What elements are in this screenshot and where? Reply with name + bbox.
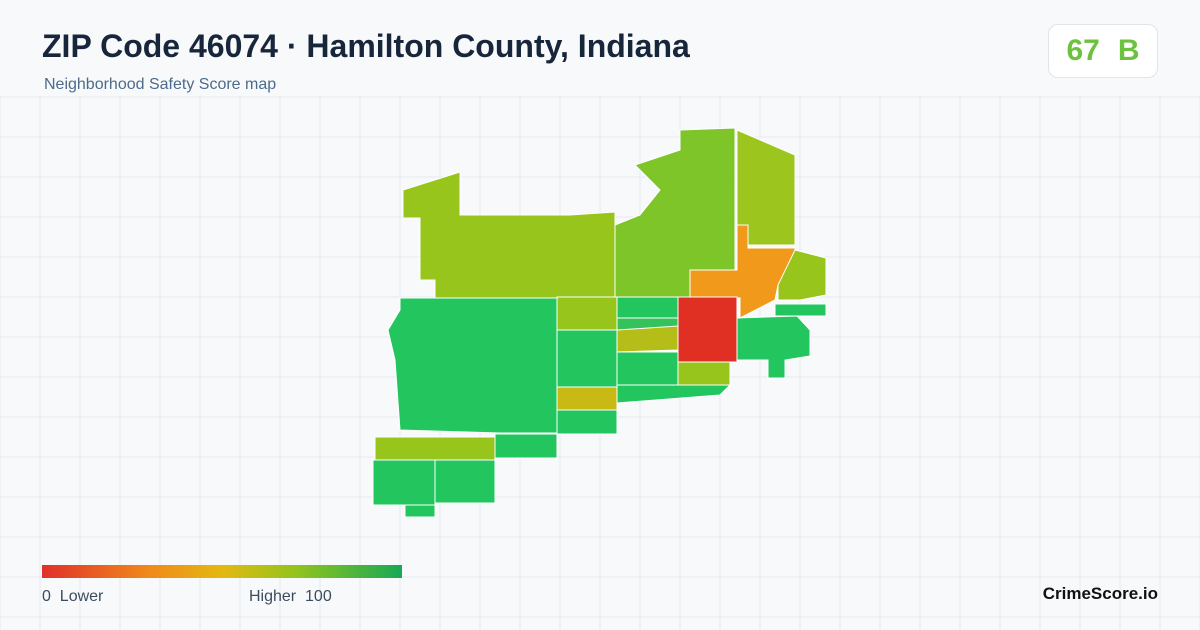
- region: [736, 129, 796, 246]
- region: [402, 171, 616, 299]
- region: [616, 351, 679, 386]
- legend-max-label: Higher: [249, 588, 297, 605]
- region: [434, 459, 496, 504]
- region: [777, 249, 827, 301]
- score: 67: [1066, 34, 1100, 67]
- subtitle: Neighborhood Safety Score map: [44, 76, 277, 93]
- region: [372, 459, 436, 506]
- legend-min: 0: [42, 588, 51, 605]
- region: [677, 296, 738, 363]
- region: [387, 297, 558, 434]
- region: [556, 409, 618, 435]
- legend-min-label: Lower: [59, 588, 104, 605]
- score-badge: 67 B: [1048, 24, 1158, 78]
- legend-gradient: [42, 565, 402, 578]
- region: [689, 224, 796, 319]
- region: [677, 361, 731, 386]
- region: [616, 325, 679, 353]
- region: [556, 296, 618, 331]
- region: [374, 436, 496, 461]
- grade: B: [1117, 34, 1140, 67]
- title: ZIP Code 46074 · Hamilton County, Indian…: [42, 28, 690, 64]
- region: [404, 504, 436, 518]
- region: [616, 296, 679, 319]
- zip-regions: [372, 127, 827, 518]
- legend-low: 0 Lower: [42, 588, 103, 606]
- region: [556, 329, 618, 388]
- brand: CrimeScore.io: [1042, 584, 1158, 603]
- region: [494, 433, 558, 459]
- region: [774, 303, 827, 317]
- region: [736, 315, 811, 379]
- legend-max: 100: [305, 588, 332, 605]
- legend-high: Higher 100: [249, 588, 332, 606]
- region: [556, 386, 618, 411]
- region: [616, 384, 732, 404]
